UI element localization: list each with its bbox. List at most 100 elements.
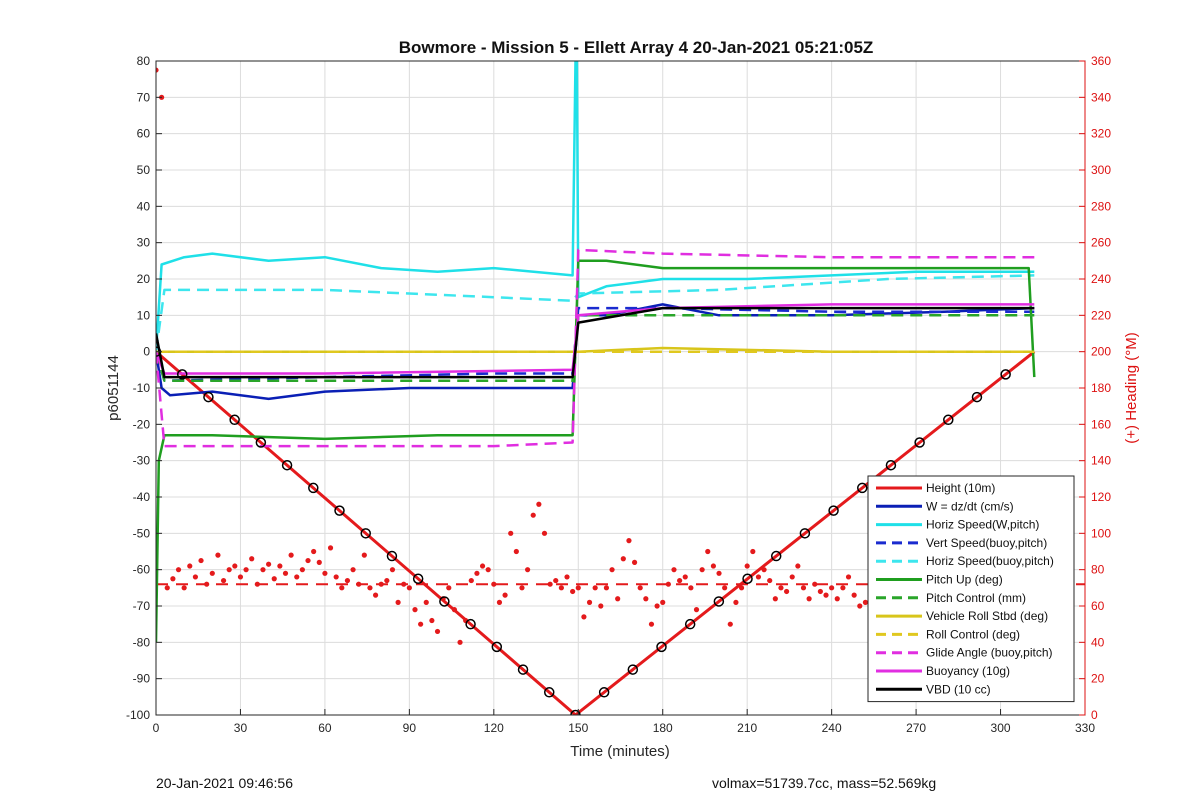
series-line [156, 61, 1035, 352]
y-axis-left: -100-90-80-70-60-50-40-30-20-10010203040… [126, 54, 162, 722]
heading-point [688, 585, 694, 591]
heading-point [333, 574, 339, 580]
heading-point [626, 538, 632, 544]
heading-point [817, 588, 823, 595]
heading-point [648, 621, 655, 627]
heading-point [232, 563, 238, 569]
y-tick-label: 80 [137, 54, 151, 68]
height-marker [742, 573, 753, 584]
height-marker [1000, 369, 1011, 380]
y2-tick-label: 300 [1091, 163, 1111, 177]
heading-point [204, 581, 210, 587]
heading-point [266, 561, 272, 567]
heading-point [339, 585, 345, 591]
legend-entry: Horiz Speed(buoy,pitch) [926, 554, 1054, 568]
heading-point [581, 614, 587, 620]
height-marker [713, 596, 725, 607]
height-marker [857, 482, 868, 494]
y2-tick-label: 180 [1091, 381, 1111, 395]
x-tick-label: 330 [1075, 721, 1095, 735]
heading-point [682, 574, 688, 580]
heading-point [350, 567, 356, 573]
heading-point [643, 596, 649, 602]
heading-point [434, 628, 441, 635]
heading-point [603, 585, 610, 591]
height-marker [176, 369, 188, 380]
y-tick-label: -50 [133, 526, 151, 540]
heading-point [412, 607, 418, 613]
heading-point [389, 567, 396, 573]
heading-point [344, 577, 351, 584]
y-tick-label: -60 [133, 563, 151, 577]
series-line [156, 306, 1035, 379]
height-marker [334, 505, 345, 516]
y2-tick-label: 320 [1091, 127, 1111, 141]
y-tick-label: -30 [133, 454, 151, 468]
heading-point [288, 552, 294, 558]
legend: Height (10m) W = dz/dt (cm/s) Horiz Speed(… [867, 475, 1075, 703]
height-marker [770, 550, 782, 562]
height-marker [203, 391, 214, 403]
heading-point [254, 581, 260, 587]
legend-box [867, 475, 1075, 703]
y-tick-label: -20 [133, 417, 151, 431]
heading-point [677, 577, 683, 584]
legend-entry: Pitch Control (mm) [926, 591, 1026, 605]
height-marker [229, 414, 240, 426]
height-marker [255, 437, 267, 448]
y2-tick-label: 140 [1091, 454, 1111, 468]
x-axis: 0 30 60 90 120 150 180 210 240 270 300 330 [153, 709, 1095, 735]
height-marker [943, 414, 954, 426]
y-tick-label: 70 [137, 90, 151, 104]
x-tick-label: 240 [822, 721, 842, 735]
heading-point [778, 585, 784, 591]
heading-point [699, 567, 705, 573]
heading-point [423, 599, 429, 605]
heading-point [772, 596, 778, 602]
legend-entry: Vehicle Roll Stbd (deg) [926, 609, 1048, 623]
y2-tick-label: 280 [1091, 199, 1111, 213]
legend-entry: Vert Speed(buoy,pitch) [926, 536, 1047, 550]
y2-tick-label: 100 [1091, 526, 1111, 540]
y2-tick-label: 200 [1091, 345, 1111, 359]
heading-point [277, 563, 283, 569]
x-tick-label: 270 [906, 721, 926, 735]
heading-point [705, 548, 711, 555]
legend-entry: Pitch Up (deg) [926, 573, 1003, 587]
footer-timestamp: 20-Jan-2021 09:46:56 [156, 775, 293, 791]
y-tick-label: 10 [137, 308, 151, 322]
y2-tick-label: 40 [1091, 635, 1105, 649]
height-marker [684, 618, 696, 630]
x-tick-label: 210 [737, 721, 757, 735]
heading-point [575, 585, 581, 591]
height-marker [598, 687, 610, 698]
heading-point [164, 585, 170, 591]
heading-point [378, 581, 384, 587]
heading-point [541, 530, 548, 536]
height-marker [465, 618, 476, 630]
heading-point [637, 585, 643, 591]
heading-point [716, 570, 722, 576]
heading-point [564, 574, 570, 580]
heading-point [829, 585, 835, 591]
heading-point [620, 556, 626, 562]
heading-point [750, 548, 756, 555]
heading-point [767, 577, 773, 584]
y-tick-label: 50 [137, 163, 151, 177]
heading-point [192, 574, 199, 580]
y-tick-label: -10 [133, 381, 151, 395]
height-marker [885, 459, 897, 471]
heading-point [209, 570, 215, 576]
heading-point [457, 639, 463, 645]
x-tick-label: 90 [403, 721, 417, 735]
height-marker [914, 437, 925, 448]
heading-point [260, 567, 266, 573]
heading-point [513, 548, 519, 555]
heading-point [862, 599, 869, 605]
heading-point [406, 585, 412, 591]
heading-point [851, 592, 857, 598]
heading-point [429, 617, 435, 624]
heading-point [215, 552, 221, 558]
heading-point [631, 559, 638, 566]
